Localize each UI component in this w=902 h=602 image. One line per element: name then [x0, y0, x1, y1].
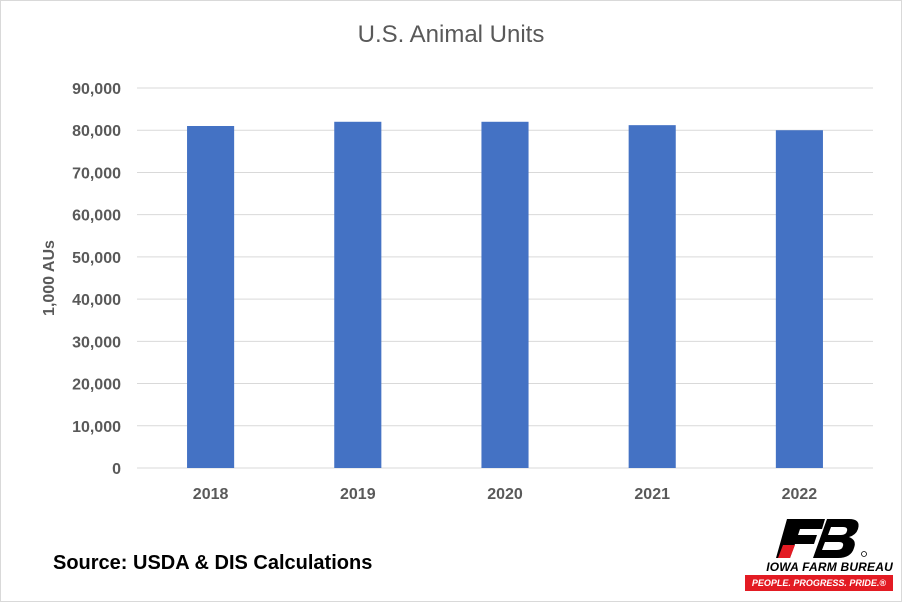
y-tick-label: 30,000 — [72, 334, 121, 351]
y-tick-label: 90,000 — [72, 81, 121, 98]
logo-name: IOWA FARM BUREAU — [766, 560, 893, 574]
y-tick-label: 0 — [112, 461, 121, 478]
bar-2020 — [481, 121, 529, 469]
bar-2018 — [187, 126, 235, 468]
farm-bureau-fb-icon — [776, 519, 867, 558]
iowa-farm-bureau-logo: IOWA FARM BUREAU PEOPLE. PROGRESS. PRIDE… — [743, 515, 899, 595]
bar-2022 — [775, 130, 823, 468]
y-tick-label: 60,000 — [72, 208, 121, 225]
source-note: Source: USDA & DIS Calculations — [53, 552, 373, 574]
bars — [187, 121, 823, 469]
y-tick-label: 40,000 — [72, 292, 121, 309]
bar-chart: 0 10,000 20,000 30,000 40,000 50,000 60,000 70,… — [41, 81, 873, 503]
y-tick-label: 10,000 — [72, 419, 121, 436]
bar-2021 — [628, 125, 676, 469]
y-axis-ticks: 0 10,000 20,000 30,000 40,000 50,000 60,000 70,… — [72, 81, 121, 478]
chart-title: U.S. Animal Units — [357, 21, 545, 48]
bar-2019 — [334, 121, 382, 469]
x-tick-label: 2019 — [340, 486, 376, 503]
x-tick-label: 2022 — [782, 486, 818, 503]
x-tick-label: 2018 — [193, 486, 229, 503]
x-tick-label: 2021 — [634, 486, 670, 503]
x-axis-ticks: 2018 2019 2020 2021 2022 — [193, 486, 817, 503]
y-tick-label: 20,000 — [72, 377, 121, 394]
y-axis-label: 1,000 AUs — [41, 240, 58, 316]
logo-tagline: PEOPLE. PROGRESS. PRIDE.® — [745, 575, 893, 591]
y-tick-label: 80,000 — [72, 123, 121, 140]
x-tick-label: 2020 — [487, 486, 523, 503]
y-tick-label: 50,000 — [72, 250, 121, 267]
y-tick-label: 70,000 — [72, 165, 121, 182]
